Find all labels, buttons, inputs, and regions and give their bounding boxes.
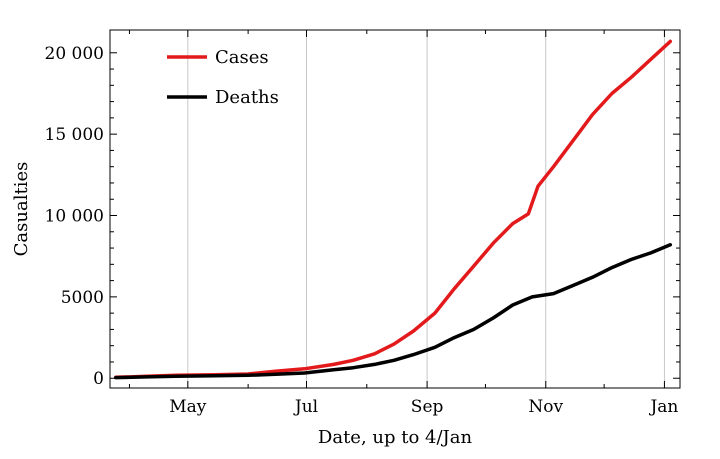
y-tick-label-0: 0 — [93, 369, 104, 389]
axis-ticks: May Jul Sep Nov Jan 0 5000 10 000 15 000 20 000 — [45, 30, 680, 417]
grid-lines — [187, 30, 665, 388]
y-tick-label-1: 5000 — [61, 288, 104, 308]
legend: Cases Deaths — [167, 47, 279, 108]
x-tick-label-1: Jul — [293, 397, 318, 417]
x-axis-title: Date, up to 4/Jan — [318, 427, 473, 448]
legend-label-deaths: Deaths — [215, 87, 279, 108]
y-axis-title: Casualties — [11, 162, 32, 257]
x-tick-label-4: Jan — [648, 397, 678, 417]
plot-frame — [109, 29, 681, 389]
series-line-deaths — [114, 243, 673, 380]
series-lines — [114, 39, 673, 380]
y-tick-label-4: 20 000 — [45, 44, 104, 64]
y-tick-label-2: 10 000 — [45, 207, 104, 227]
legend-label-cases: Cases — [215, 47, 269, 68]
x-tick-label-3: Nov — [528, 397, 563, 417]
y-tick-label-3: 15 000 — [45, 125, 104, 145]
x-tick-label-2: Sep — [411, 397, 444, 417]
series-line-cases — [114, 39, 673, 380]
x-tick-label-0: May — [169, 397, 207, 417]
